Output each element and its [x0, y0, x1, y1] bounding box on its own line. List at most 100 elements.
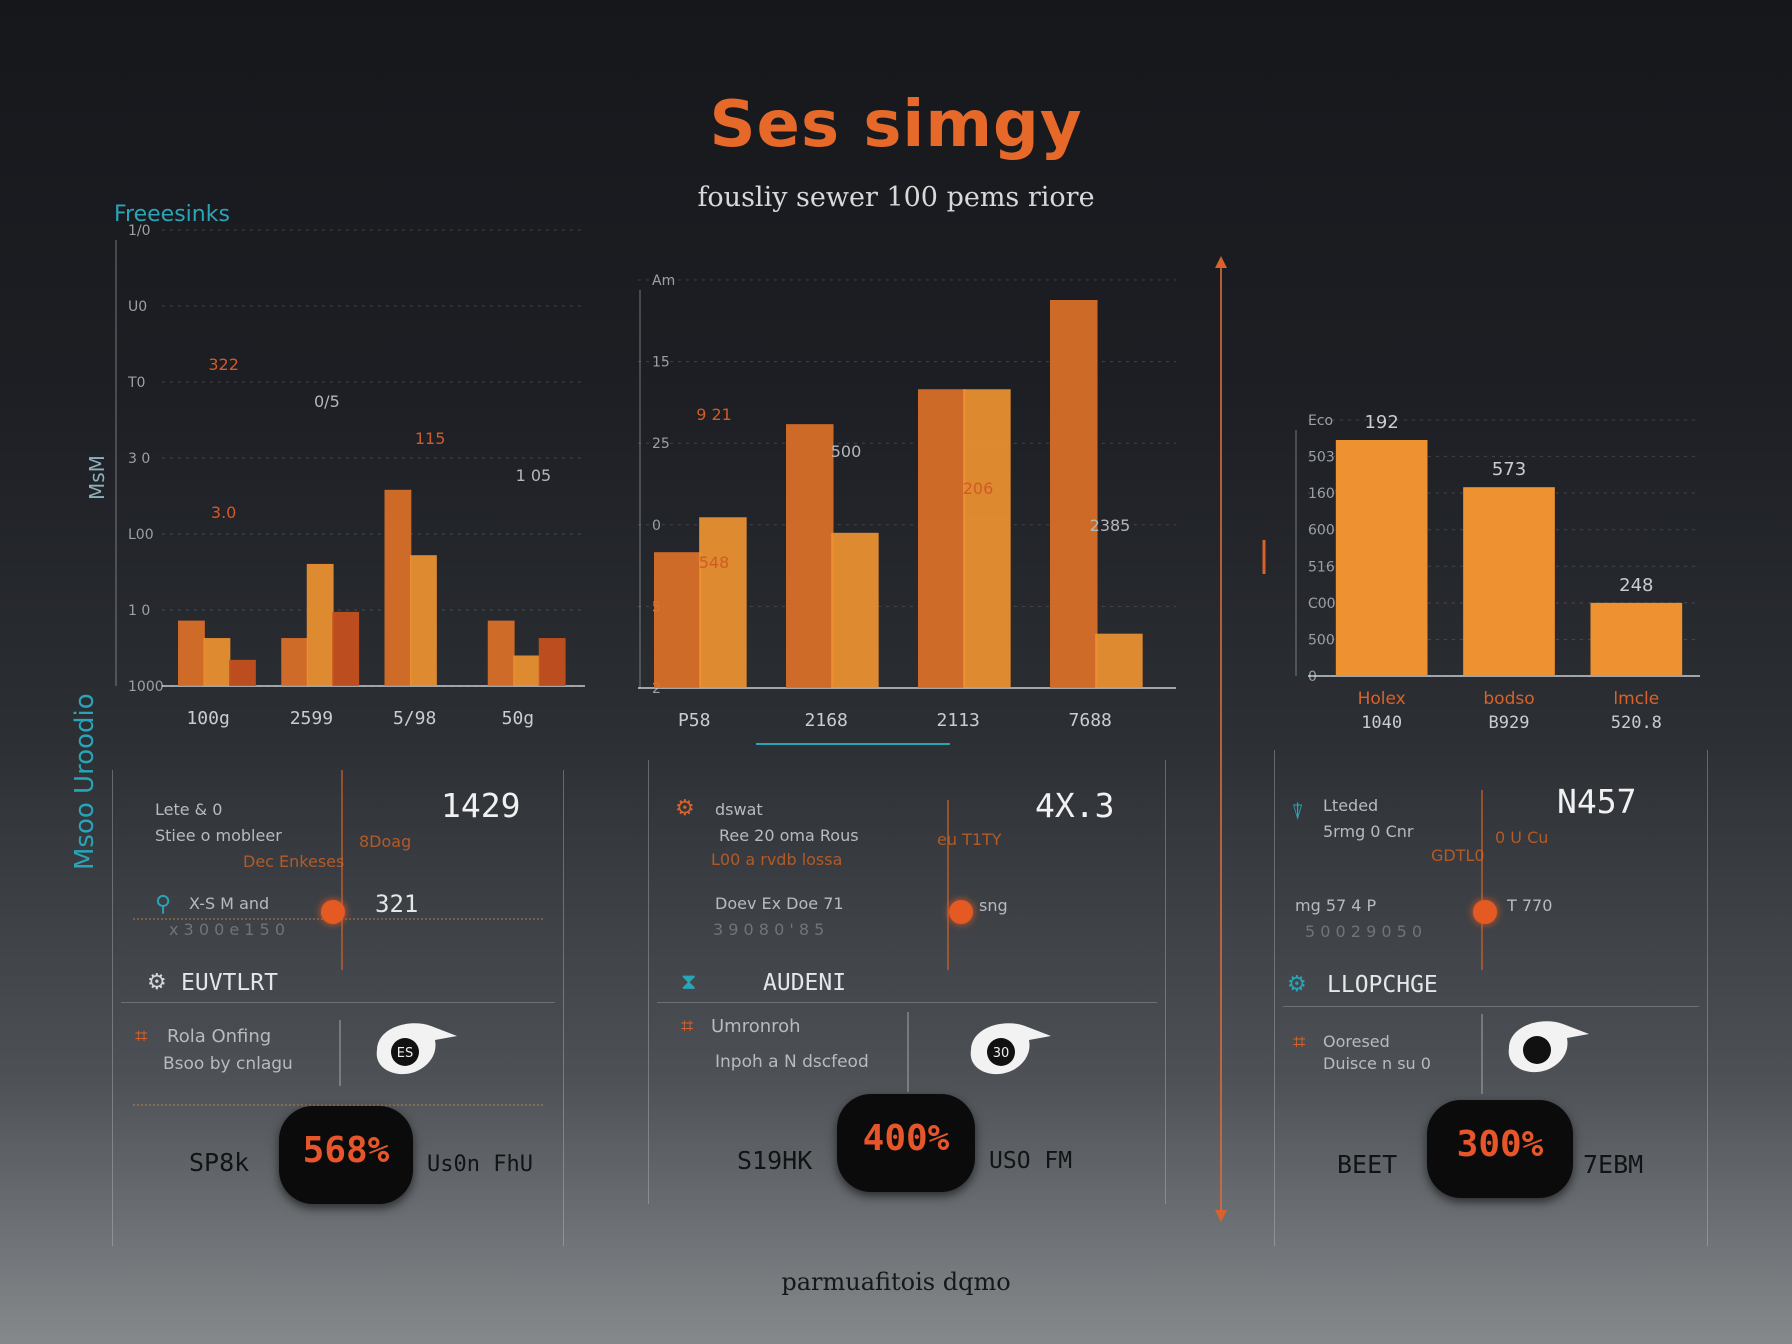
card-3-location-icon: ⍒: [1291, 800, 1305, 825]
card-1-row-value: 321: [375, 890, 419, 918]
chart-3-y-tick-1: Eco: [1308, 413, 1333, 429]
card-3-metric: N457: [1557, 782, 1637, 821]
chart-3-x-sublabel-2: B929: [1489, 713, 1530, 733]
card-1-divider: [341, 770, 343, 970]
card-2-row-text: Doev Ex Doe 71: [715, 894, 844, 913]
chart-2-bar-3-series-1: [918, 389, 966, 688]
card-1-line3: Dec Enkeses: [243, 852, 345, 871]
card-1-gear-icon: ⚙: [147, 970, 167, 995]
card-3-pin-icon: ⌗: [1293, 1030, 1306, 1055]
chart-1-y-tick-3: T0: [127, 375, 145, 391]
card-2-row-faint: 3 9 0 8 0 ' 8 5: [713, 920, 825, 939]
chart-3-y-tick-6: C00: [1308, 596, 1336, 612]
chart-3-bar-3: [1590, 602, 1683, 676]
panel-label: Freeesinks: [114, 202, 230, 227]
chart-2-annotation-1: 9 21: [696, 405, 732, 424]
chart-2-x-label-1: P58: [678, 710, 711, 731]
svg-text:30: 30: [993, 1046, 1010, 1061]
chart-2-y-tick-1: Am: [652, 273, 675, 289]
chart-1-annotation-4: 1 05: [516, 466, 552, 485]
card-2-sub1: Umronroh: [711, 1016, 801, 1037]
card-2-rule: [657, 1002, 1157, 1003]
card-3-badge-right: 7EBM: [1583, 1150, 1644, 1179]
card-1-line2: Stiee o mobleer: [155, 826, 282, 845]
card-2-swirl-icon: 30: [970, 1023, 1051, 1075]
chart-2-bar-1-series-2: [699, 517, 747, 688]
chart-3-bar-1: [1335, 440, 1428, 676]
chart-2-bar-4-series-2: [1095, 633, 1143, 688]
card-2-badge: 400%: [837, 1094, 975, 1192]
chart-1-y-tick-7: 1000: [128, 679, 164, 695]
chart-1-annotation-3: 115: [415, 429, 446, 448]
chart-2-y-tick-3: 25: [652, 436, 670, 452]
card-2-line2: Ree 20 oma Rous: [719, 826, 859, 845]
chart-3-y-tick-4: 600: [1308, 523, 1335, 539]
chart-1-y-tick-5: L00: [128, 527, 154, 543]
card-1-pin-icon: ⌗: [135, 1024, 148, 1049]
chart-1-annotation-1: 322: [208, 355, 239, 374]
card-1-sliders-icon: ⚲: [155, 892, 172, 917]
card-1-dotted-rule-2: [133, 1104, 543, 1106]
chart-1-x-label-3: 5/98: [393, 708, 436, 729]
chart-1-y-tick-1: 1/0: [128, 223, 151, 239]
card-2-marker-dot: [949, 900, 973, 924]
card-2-pin-icon: ⌗: [681, 1014, 694, 1039]
card-2-badge-value: 400%: [862, 1118, 950, 1159]
svg-text:ES: ES: [397, 1046, 413, 1061]
divider-arrow-up-icon: [1215, 256, 1227, 268]
card-2-badge-right: USO FM: [989, 1148, 1073, 1174]
card-3-badge-left: BEET: [1337, 1150, 1398, 1179]
chart-1-bar-4-series-3: [538, 638, 566, 686]
divider-arrow-down-icon: [1215, 1210, 1227, 1222]
page-subtitle: fousliy sewer 100 pems riore: [697, 182, 1095, 213]
chart-2-x-label-2: 2168: [805, 710, 848, 731]
chart-2-x-label-4: 7688: [1069, 710, 1112, 731]
chart-3-y-tick-7: 500: [1308, 632, 1335, 648]
chart-1-bar-3-series-2: [410, 555, 437, 686]
chart-2-bar-1-series-1: [654, 552, 702, 688]
chart-2-annotation-5: 548: [699, 553, 730, 572]
chart-1-x-label-2: 2599: [290, 708, 333, 729]
chart-1-bar-4-series-1: [487, 620, 515, 686]
chart-3-x-label-2: bodso: [1483, 689, 1534, 709]
card-3-row-text: mg 57 4 P: [1295, 896, 1377, 915]
chart-1-bar-4-series-2: [513, 655, 541, 686]
card-2-hourglass-icon: ⧗: [681, 970, 697, 995]
chart-1-y-tick-4: 3 0: [128, 451, 150, 467]
chart-1-annotation-2: 0/5: [314, 392, 340, 411]
chart-3-y-tick-5: 516: [1308, 559, 1335, 575]
card-1-badge-left: SP8k: [189, 1148, 250, 1177]
card-1-sub1: Rola Onfing: [167, 1026, 272, 1047]
card-2-line3: L00 a rvdb lossa: [711, 850, 843, 869]
card-1-marker-dot: [321, 900, 345, 924]
card-2-row-value: sng: [979, 896, 1008, 915]
chart-2-bar-2-series-1: [786, 424, 834, 688]
chart-1-y-tick-2: U0: [128, 299, 147, 315]
card-3-badge-value: 300%: [1456, 1124, 1544, 1165]
chart-1-bar-1-series-3: [229, 659, 256, 686]
card-3-line3: GDTL0: [1431, 846, 1485, 865]
chart-1-x-label-1: 100g: [186, 708, 229, 729]
card-3-line1: Lteded: [1323, 796, 1379, 815]
card-1-line4: 8Doag: [359, 832, 412, 851]
card-3-marker-dot: [1473, 900, 1497, 924]
card-2-badge-left: S19HK: [737, 1146, 813, 1175]
card-3-rule: [1283, 1006, 1699, 1007]
card-1-swirl-icon: ES: [376, 1023, 457, 1075]
card-3-swirl-icon: [1508, 1021, 1589, 1073]
chart-1-y-tick-6: 1 0: [128, 603, 150, 619]
card-3-line2: 5rmg 0 Cnr: [1323, 822, 1414, 841]
chart-2-y-tick-4: 0: [652, 518, 661, 534]
card-1-sub-divider: [339, 1020, 341, 1086]
chart-2-annotation-4: 2385: [1090, 516, 1131, 535]
card-2-sub2: Inpoh a N dscfeod: [715, 1052, 869, 1072]
card-1-metric: 1429: [441, 786, 521, 825]
chart-1-bar-1-series-2: [203, 638, 231, 686]
card-2-section: AUDENI: [763, 970, 847, 996]
card-2-line4: eu T1TY: [937, 830, 1002, 849]
card-1-row-text: X-S M and: [189, 894, 270, 913]
chart-2-annotation-3: 206: [963, 479, 994, 498]
card-3-divider: [1481, 790, 1483, 970]
card-3-sub1: Ooresed: [1323, 1032, 1390, 1051]
